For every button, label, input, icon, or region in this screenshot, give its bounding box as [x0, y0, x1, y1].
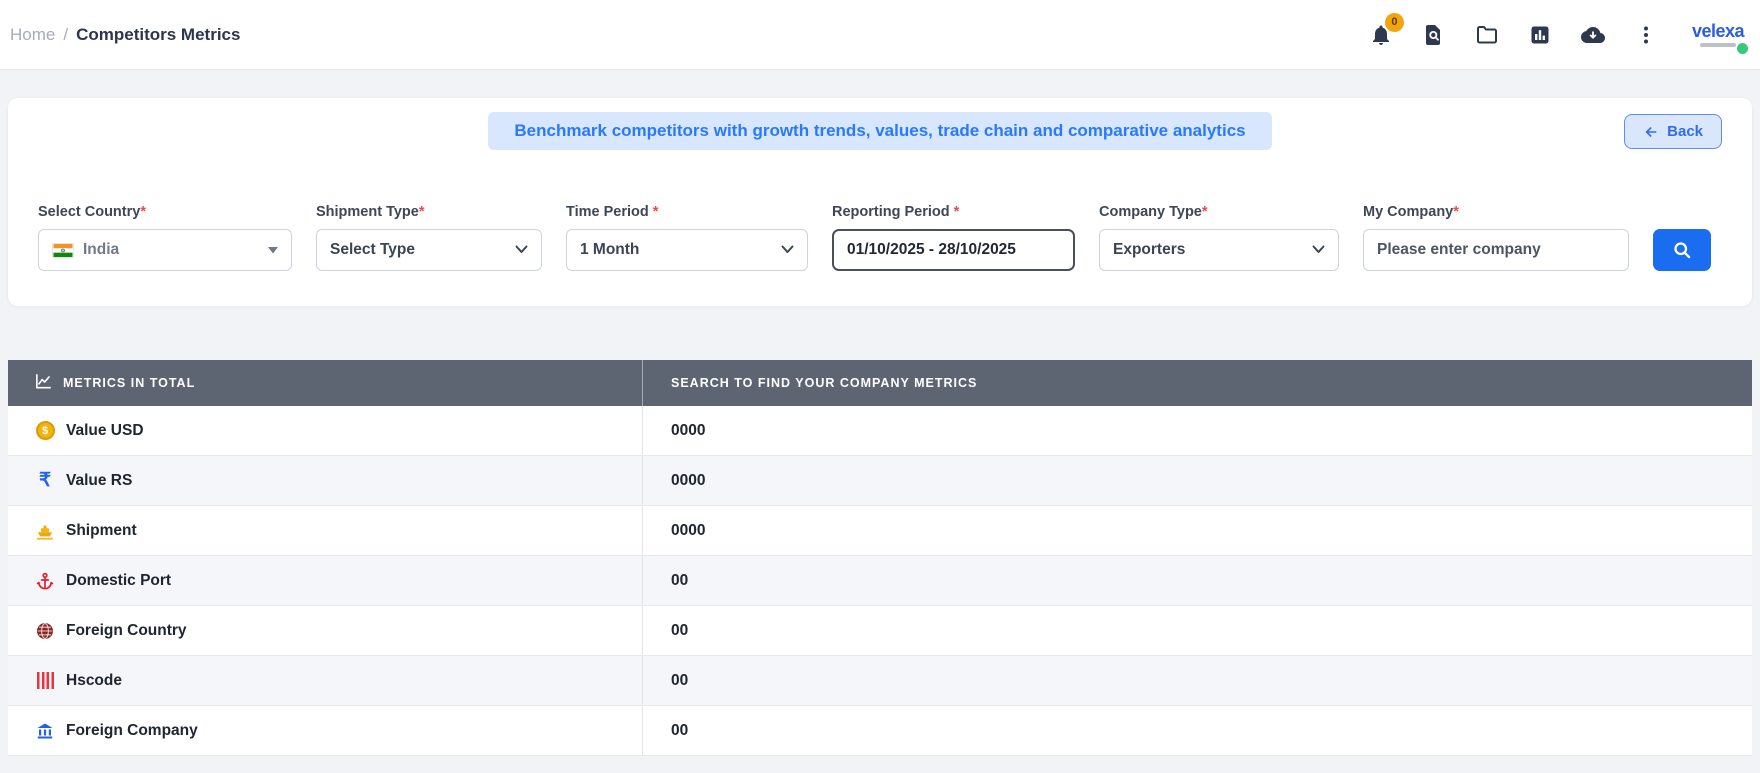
document-search-icon — [1425, 24, 1440, 45]
document-search-button[interactable] — [1421, 22, 1447, 48]
time-period-select[interactable]: 1 Month — [566, 229, 808, 271]
breadcrumb: Home / Competitors Metrics — [10, 25, 240, 45]
kebab-menu-icon — [1643, 26, 1648, 43]
required-asterisk: * — [140, 204, 146, 220]
metric-value: 0000 — [671, 521, 706, 539]
table-row: ₹ Value RS 0000 — [8, 456, 1752, 506]
field-label: My Company* — [1363, 204, 1459, 220]
arrow-left-icon — [1646, 126, 1657, 137]
metric-label: Foreign Company — [66, 721, 198, 739]
shipment-type-select[interactable]: Select Type — [316, 229, 542, 271]
breadcrumb-home-link[interactable]: Home — [10, 24, 56, 44]
required-asterisk: * — [652, 204, 659, 220]
shipment-type-value: Select Type — [330, 241, 416, 258]
metric-label: Domestic Port — [66, 571, 172, 589]
company-type-value: Exporters — [1113, 241, 1186, 258]
country-select-value: India — [83, 241, 120, 258]
metric-value: 00 — [671, 571, 689, 589]
folder-icon — [1476, 25, 1497, 43]
rupee-icon: ₹ — [38, 470, 52, 491]
field-shipment-type: Shipment Type* Select Type — [316, 204, 542, 271]
india-flag-icon — [52, 242, 74, 258]
field-reporting-period: Reporting Period * — [832, 204, 1075, 271]
notification-badge: 0 — [1384, 12, 1404, 32]
folder-button[interactable] — [1474, 22, 1500, 48]
filters-card: Benchmark competitors with growth trends… — [8, 98, 1752, 306]
required-asterisk: * — [418, 204, 425, 220]
required-asterisk: * — [953, 204, 960, 220]
caret-down-icon — [268, 241, 278, 259]
metric-value: 00 — [671, 621, 689, 639]
table-row: $ Value USD 0000 — [8, 406, 1752, 456]
anchor-icon — [34, 572, 56, 590]
metric-value: 00 — [671, 721, 689, 739]
globe-icon — [34, 622, 56, 640]
table-header: METRICS IN TOTAL SEARCH TO FIND YOUR COM… — [8, 360, 1752, 406]
bank-icon — [34, 722, 56, 740]
field-label: Shipment Type* — [316, 204, 425, 220]
barcode-icon — [34, 672, 56, 689]
table-row: Foreign Company 00 — [8, 706, 1752, 756]
header-company-metrics: SEARCH TO FIND YOUR COMPANY METRICS — [671, 376, 978, 390]
status-dot — [1737, 43, 1748, 54]
metric-label: Shipment — [66, 521, 137, 539]
my-company-input[interactable] — [1363, 229, 1629, 271]
field-label: Time Period * — [566, 204, 659, 220]
metrics-table: METRICS IN TOTAL SEARCH TO FIND YOUR COM… — [8, 360, 1752, 756]
metric-label: Foreign Country — [66, 621, 187, 639]
chevron-down-icon — [515, 241, 528, 259]
download-button[interactable] — [1580, 22, 1606, 48]
page-description-banner: Benchmark competitors with growth trends… — [488, 112, 1272, 150]
metric-value: 0000 — [671, 421, 706, 439]
analytics-button[interactable] — [1527, 22, 1553, 48]
back-button[interactable]: Back — [1624, 114, 1722, 149]
header-metrics-in-total: METRICS IN TOTAL — [8, 360, 643, 406]
required-asterisk: * — [1453, 204, 1459, 220]
magnifier-icon — [1673, 241, 1690, 258]
table-row: Domestic Port 00 — [8, 556, 1752, 606]
brand-logo[interactable]: velexa — [1691, 21, 1748, 54]
field-label: Company Type* — [1099, 204, 1208, 220]
search-button[interactable] — [1653, 229, 1711, 271]
table-row: Shipment 0000 — [8, 506, 1752, 556]
cloud-download-icon — [1580, 26, 1605, 43]
chevron-down-icon — [781, 241, 794, 259]
breadcrumb-separator: / — [63, 24, 69, 44]
required-asterisk: * — [1201, 204, 1208, 220]
filter-row: Select Country* India Shipment Type* Sel… — [38, 204, 1722, 271]
field-time-period: Time Period * 1 Month — [566, 204, 808, 271]
page-title: Competitors Metrics — [76, 24, 241, 44]
ship-icon — [34, 521, 56, 541]
banner-row: Benchmark competitors with growth trends… — [38, 112, 1722, 164]
back-button-label: Back — [1667, 123, 1703, 140]
more-options-button[interactable] — [1633, 22, 1659, 48]
dollar-coin-icon: $ — [34, 421, 56, 440]
country-select[interactable]: India — [38, 229, 292, 271]
topbar-actions: 0 — [1368, 12, 1748, 54]
metric-value: 00 — [671, 671, 689, 689]
chevron-down-icon — [1312, 241, 1325, 259]
top-bar: Home / Competitors Metrics 0 — [0, 0, 1760, 70]
company-type-select[interactable]: Exporters — [1099, 229, 1339, 271]
reporting-period-input[interactable] — [832, 229, 1075, 271]
brand-logo-text: velexa — [1691, 21, 1745, 41]
field-my-company: My Company* — [1363, 204, 1629, 271]
chart-line-icon — [34, 372, 53, 394]
field-select-country: Select Country* India — [38, 204, 292, 271]
table-row: Foreign Country 00 — [8, 606, 1752, 656]
metric-value: 0000 — [671, 471, 706, 489]
bar-chart-icon — [1531, 26, 1549, 43]
field-label: Reporting Period * — [832, 204, 960, 220]
time-period-value: 1 Month — [580, 241, 640, 258]
metric-label: Hscode — [66, 671, 122, 689]
table-row: Hscode 00 — [8, 656, 1752, 706]
metric-label: Value RS — [66, 471, 133, 489]
bell-icon — [1372, 25, 1389, 45]
field-label: Select Country* — [38, 204, 146, 220]
notifications-button[interactable]: 0 — [1368, 12, 1404, 48]
brand-logo-tagline — [1699, 43, 1736, 47]
metric-label: Value USD — [66, 421, 144, 439]
field-company-type: Company Type* Exporters — [1099, 204, 1339, 271]
